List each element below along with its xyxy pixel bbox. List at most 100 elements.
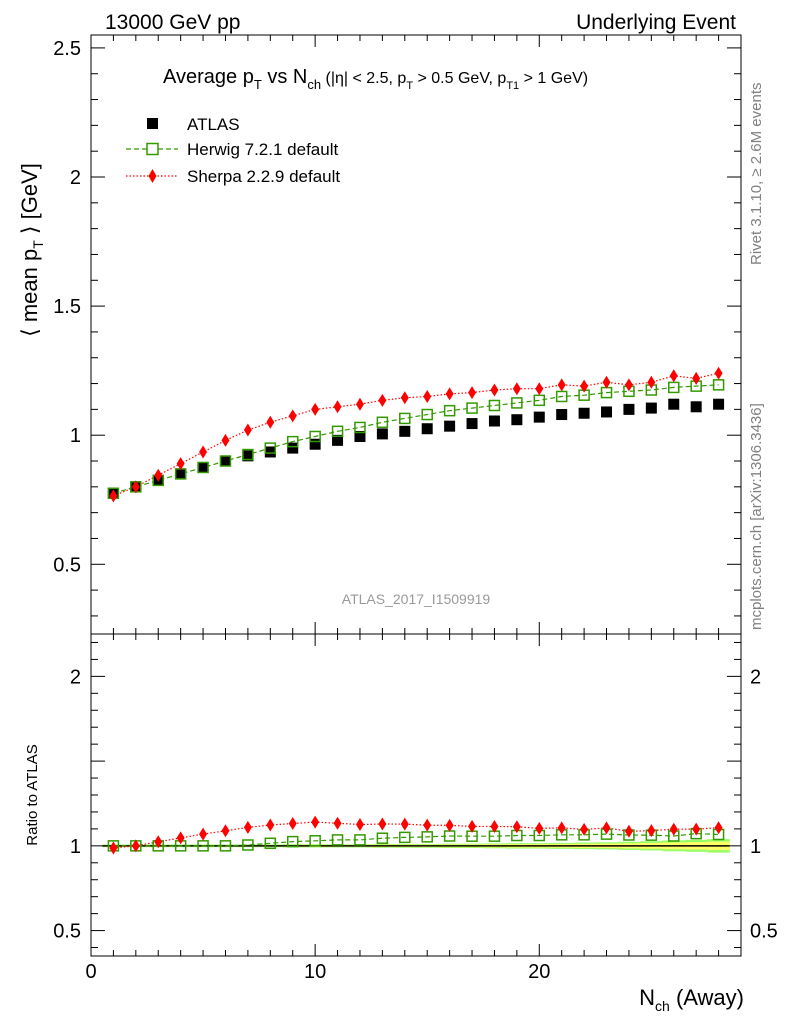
ratio-sherpa-point — [490, 820, 499, 834]
herwig-point — [309, 430, 321, 443]
sherpa-line — [113, 372, 719, 497]
ratio-y-axis-label: Ratio to ATLAS — [24, 744, 41, 845]
ratio-herwig-point — [219, 840, 232, 852]
herwig-point — [533, 394, 546, 407]
ylabel-sub: T — [30, 240, 46, 249]
title-part-a: Average p — [163, 66, 254, 88]
ratio-sherpa-point — [221, 824, 230, 838]
header-left: 13000 GeV pp — [105, 11, 240, 34]
sherpa-point — [647, 375, 656, 389]
ratio-sherpa-point — [199, 827, 208, 841]
sherpa-point — [400, 391, 409, 405]
atlas-point — [376, 428, 388, 440]
atlas-point — [332, 434, 344, 446]
ratio-sherpa-point — [176, 831, 185, 845]
sherpa-point — [199, 445, 208, 459]
ratio-sherpa-point — [669, 822, 678, 836]
ratio-herwig-point — [399, 831, 411, 844]
sherpa-point — [288, 409, 297, 423]
atlas-point — [578, 407, 590, 419]
atlas-point — [421, 423, 433, 435]
x-tick-label: 10 — [304, 961, 326, 983]
ratio-herwig-point — [242, 839, 254, 851]
sherpa-point — [243, 423, 252, 437]
sherpa-point — [512, 382, 521, 396]
ratio-sherpa-point — [333, 816, 342, 830]
ratio-y-tick-label: 2 — [70, 666, 81, 688]
sherpa-point — [378, 393, 387, 407]
y-tick-label: 1.5 — [53, 296, 81, 318]
herwig-point — [219, 455, 232, 467]
ratio-sherpa-point — [580, 822, 589, 836]
sherpa-point — [692, 371, 701, 385]
ratio-sherpa-point — [468, 819, 477, 833]
herwig-point — [511, 397, 523, 409]
y-tick-label: 1 — [70, 425, 81, 447]
header-right: Underlying Event — [576, 11, 736, 34]
ratio-sherpa-point — [602, 821, 611, 835]
herwig-point — [376, 416, 389, 429]
mcplots-info: mcplots.cern.ch [arXiv:1306.3436] — [748, 403, 765, 630]
atlas-point — [264, 446, 276, 458]
ratio-y-tick-label-right: 1 — [750, 836, 761, 858]
atlas-point — [623, 403, 635, 415]
title-sub-d: T1 — [506, 80, 519, 92]
sherpa-point — [624, 378, 633, 392]
main-series-layer — [107, 366, 725, 503]
atlas-point — [511, 414, 523, 426]
sherpa-point — [266, 415, 275, 429]
atlas-point — [601, 406, 613, 418]
ratio-sherpa-point — [154, 835, 163, 849]
title-sub-a: T — [254, 77, 262, 92]
ratio-sherpa-point — [535, 821, 544, 835]
herwig-point — [712, 379, 725, 391]
ratio-sherpa-point — [714, 821, 723, 835]
sherpa-point — [221, 433, 230, 447]
atlas-point — [690, 401, 702, 413]
xlabel-part-a: N — [639, 985, 655, 1010]
ratio-sherpa-point — [423, 818, 432, 832]
atlas-point — [645, 402, 657, 414]
title-part-d: > 0.5 GeV, p — [413, 70, 506, 87]
atlas-point — [354, 430, 366, 442]
herwig-line — [113, 384, 719, 494]
ratio-sherpa-point — [692, 822, 701, 836]
ratio-sherpa-point — [647, 824, 656, 838]
analysis-watermark: ATLAS_2017_I1509919 — [342, 591, 491, 607]
herwig-point — [331, 425, 344, 438]
herwig-point — [466, 402, 478, 414]
sherpa-point — [490, 383, 499, 397]
ratio-sherpa-line — [113, 821, 719, 849]
ratio-sherpa-point — [557, 821, 566, 835]
atlas-point — [309, 438, 321, 450]
sherpa-point — [669, 369, 678, 383]
ratio-herwig-point — [309, 835, 321, 847]
herwig-point — [421, 408, 433, 421]
atlas-point — [399, 425, 411, 437]
y-tick-label: 0.5 — [53, 554, 81, 576]
x-tick-label: 20 — [528, 961, 550, 983]
title-sub-b: ch — [307, 77, 321, 92]
legend-label-herwig: Herwig 7.2.1 default — [187, 140, 338, 159]
y-tick-label: 2.5 — [53, 38, 81, 60]
ratio-herwig-line — [113, 832, 719, 847]
ratio-y-tick-label-right: 2 — [750, 666, 761, 688]
ratio-sherpa-point — [288, 816, 297, 830]
legend-label-atlas: ATLAS — [187, 115, 240, 134]
atlas-point — [488, 415, 500, 427]
sherpa-point — [468, 386, 477, 400]
sherpa-point — [176, 457, 185, 471]
ratio-sherpa-point — [243, 820, 252, 834]
herwig-point — [242, 448, 254, 461]
herwig-point — [197, 461, 209, 474]
legend: ATLAS Herwig 7.2.1 default Sherpa 2.2.9 … — [126, 115, 340, 186]
y-axis-label: ⟨ mean pT ⟩ [GeV] — [17, 163, 46, 337]
x-tick-label: 0 — [85, 961, 96, 983]
atlas-point — [533, 411, 545, 423]
sherpa-point — [445, 387, 454, 401]
atlas-point — [197, 461, 209, 473]
herwig-point — [399, 412, 411, 425]
ratio-sherpa-point — [378, 817, 387, 831]
herwig-point — [668, 381, 680, 394]
